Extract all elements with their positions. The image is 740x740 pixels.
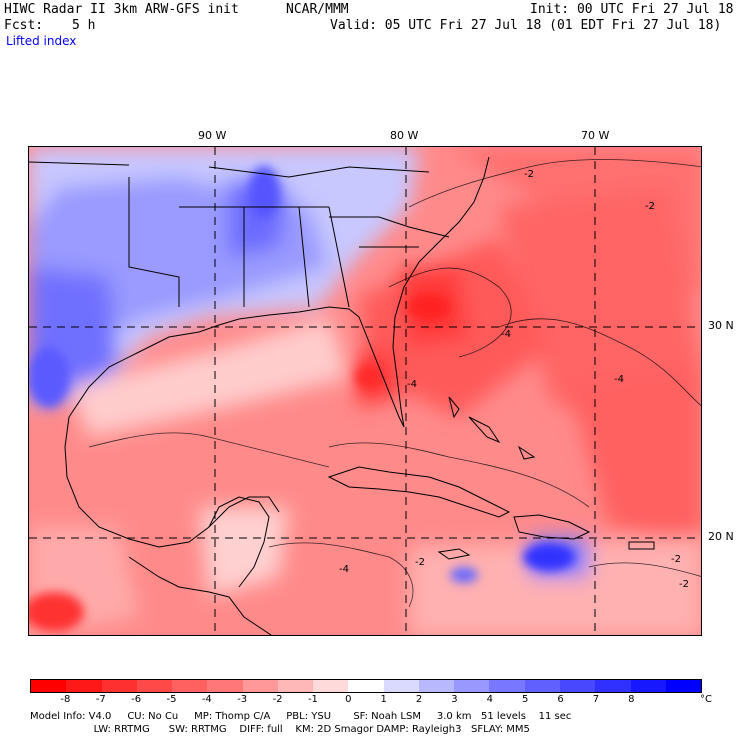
contour-label-group: -2 -4 -4 -2 -4 -2 -4 -2 -2 — [339, 169, 689, 590]
colorbar-swatch — [277, 680, 314, 692]
model-info-line2: LW: RRTMG SW: RRTMG DIFF: full KM: 2D Sm… — [30, 724, 530, 735]
colorbar-swatch — [595, 680, 631, 692]
colorbar-tick-label: -6 — [131, 694, 142, 705]
valid-time: Valid: 05 UTC Fri 27 Jul 18 (01 EDT Fri … — [330, 18, 722, 33]
contour-label: -2 — [524, 169, 534, 180]
colorbar-unit: °C — [700, 694, 712, 705]
lifted-index-map: -2 -4 -4 -2 -4 -2 -4 -2 -2 — [28, 146, 702, 636]
colorbar-tick-label: -2 — [272, 694, 283, 705]
contour-label: -2 — [645, 201, 655, 212]
colorbar-tick-label: -5 — [166, 694, 177, 705]
colorbar-tick-label: -7 — [95, 694, 106, 705]
lon-label-70w: 70 W — [581, 129, 610, 142]
colorbar-swatch — [665, 680, 702, 692]
contour-label: -2 — [679, 579, 689, 590]
colorbar-tick-label: 6 — [557, 694, 564, 705]
contour-label: -2 — [415, 557, 425, 568]
colorbar-swatch — [66, 680, 102, 692]
forecast-hour: 5 h — [72, 18, 96, 33]
colorbar-tick-label: 4 — [486, 694, 493, 705]
colorbar-tick-label: 5 — [521, 694, 529, 705]
colorbar — [30, 679, 702, 693]
graticule — [29, 147, 701, 635]
model-info-line1: Model Info: V4.0 CU: No Cu MP: Thomp C/A… — [30, 711, 572, 722]
colorbar-tick-label: 7 — [592, 694, 600, 705]
forecast-label: Fcst: — [4, 18, 44, 33]
colorbar-tick-label: -1 — [307, 694, 318, 705]
colorbar-swatch — [489, 680, 525, 692]
colorbar-swatch — [524, 680, 560, 692]
colorbar-swatch — [559, 680, 596, 692]
organization-label: NCAR/MMM — [286, 2, 349, 17]
colorbar-swatch — [207, 680, 243, 692]
model-title: HIWC Radar II 3km ARW-GFS init — [4, 2, 239, 17]
colorbar-swatch — [418, 680, 455, 692]
contour-lines — [88, 159, 701, 608]
contour-label: -4 — [339, 564, 349, 575]
map-svg: -2 -4 -4 -2 -4 -2 -4 -2 -2 — [29, 147, 701, 635]
colorbar-tick-label: 3 — [451, 694, 458, 705]
contour-label: -4 — [407, 379, 417, 390]
lon-label-80w: 80 W — [390, 129, 419, 142]
colorbar-tick-label: 0 — [345, 694, 352, 705]
colorbar-swatch — [348, 680, 384, 692]
field-name: Lifted index — [6, 34, 77, 48]
init-time: Init: 00 UTC Fri 27 Jul 18 — [530, 2, 734, 17]
colorbar-swatch — [383, 680, 419, 692]
lon-label-90w: 90 W — [198, 129, 227, 142]
colorbar-swatch — [313, 680, 349, 692]
colorbar-swatch — [172, 680, 208, 692]
coastlines — [29, 156, 655, 635]
colorbar-tick-label: 1 — [380, 694, 387, 705]
colorbar-tick-label: -3 — [237, 694, 248, 705]
contour-label: -4 — [614, 374, 624, 385]
colorbar-swatch — [31, 680, 67, 692]
lat-label-20n: 20 N — [708, 530, 734, 543]
colorbar-swatch — [454, 680, 490, 692]
colorbar-tick-label: 2 — [415, 694, 423, 705]
colorbar-tick-label: -8 — [60, 694, 71, 705]
colorbar-swatch — [136, 680, 173, 692]
contour-label: -2 — [671, 554, 681, 565]
colorbar-swatch — [630, 680, 666, 692]
lat-label-30n: 30 N — [708, 319, 734, 332]
contour-label: -4 — [501, 329, 511, 340]
colorbar-swatch — [242, 680, 278, 692]
colorbar-swatch — [101, 680, 137, 692]
colorbar-tick-label: 8 — [628, 694, 635, 705]
colorbar-tick-label: -4 — [201, 694, 212, 705]
